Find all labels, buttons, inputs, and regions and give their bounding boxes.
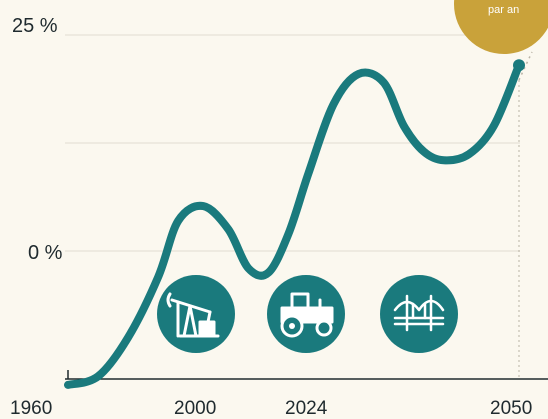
oil-pump-icon [157, 275, 235, 353]
grid-lines [65, 34, 520, 252]
x-tick-label-2050: 2050 [490, 398, 532, 419]
series-endpoint-marker [513, 59, 525, 72]
x-tick-label-1960: 1960 [10, 398, 52, 419]
x-tick-label-2000: 2000 [174, 398, 216, 419]
badge-label: par an [488, 4, 519, 16]
projection-extension-line [518, 51, 533, 81]
y-tick-label-25: 25 % [12, 15, 58, 37]
bridge-icon [380, 275, 458, 353]
series-line [64, 61, 523, 389]
tractor-icon [267, 275, 345, 353]
per-year-badge: par an [454, 0, 548, 54]
x-tick-label-2024: 2024 [285, 398, 328, 419]
y-tick-label-0: 0 % [28, 242, 63, 264]
